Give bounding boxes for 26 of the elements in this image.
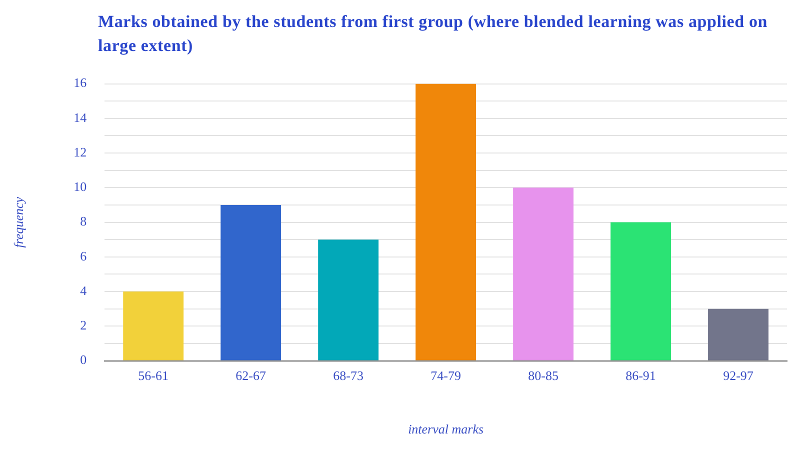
x-tick-label: 86-91 bbox=[626, 368, 656, 384]
bar bbox=[708, 308, 768, 360]
chart-title: Marks obtained by the students from first group (where blended learning was applied on large extent) bbox=[97, 11, 768, 57]
bar bbox=[318, 240, 379, 360]
y-tick-label: 0 bbox=[80, 352, 87, 368]
y-tick-label: 6 bbox=[80, 248, 88, 264]
bar bbox=[416, 84, 476, 360]
y-tick-label: 8 bbox=[80, 214, 87, 229]
bar bbox=[610, 222, 671, 360]
y-tick-label: 16 bbox=[74, 75, 88, 90]
y-tick-label: 12 bbox=[74, 144, 87, 160]
x-tick-label: 68-73 bbox=[333, 368, 364, 384]
x-tick-label: 92-97 bbox=[723, 368, 754, 384]
y-axis-title: frequency bbox=[11, 196, 26, 248]
x-axis-title: interval marks bbox=[408, 422, 484, 437]
x-tick-label: 80-85 bbox=[528, 368, 558, 384]
x-tick-label: 56-61 bbox=[138, 368, 169, 384]
x-tick-label: 74-79 bbox=[430, 368, 461, 384]
y-tick-label: 4 bbox=[80, 282, 88, 298]
x-tick-label: 62-67 bbox=[236, 368, 266, 384]
bar bbox=[513, 188, 574, 360]
bar bbox=[123, 292, 184, 360]
bar bbox=[220, 204, 282, 360]
y-tick-label: 14 bbox=[74, 110, 88, 125]
y-tick-label: 2 bbox=[80, 318, 87, 333]
y-tick-label: 10 bbox=[74, 179, 87, 194]
